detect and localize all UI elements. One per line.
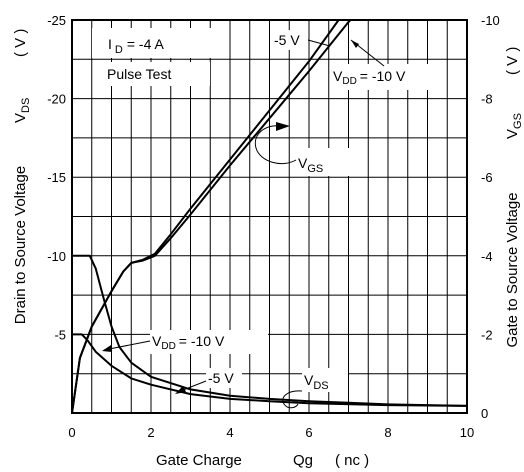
x-tick-label: 8	[384, 425, 391, 440]
pulse-test-label: Pulse Test	[107, 66, 171, 82]
curve-2	[71, 19, 352, 414]
right-tick-label: -6	[481, 170, 493, 185]
right-axis-unit: ( V )	[504, 47, 521, 75]
x-tick-label: 2	[147, 425, 154, 440]
vds-label-box	[302, 368, 348, 392]
minus5-top-box	[272, 30, 308, 50]
minus5-bottom-label: -5 V	[208, 370, 234, 386]
vds-curl-pointer	[282, 390, 303, 409]
vgs-label: VGS	[298, 155, 323, 175]
right-tick-label: 0	[481, 406, 488, 421]
vdd-bottom-box	[150, 330, 268, 354]
id-label-box	[92, 28, 220, 58]
vdd-top-label: VDD = -10 V	[333, 68, 406, 87]
vgs-curl-arrowhead	[276, 122, 290, 131]
minus5-top-pointer	[307, 39, 331, 47]
vdd-top-arrowhead	[351, 40, 359, 48]
right-tick-label: -4	[481, 249, 493, 264]
vdd-bottom-pointer	[103, 340, 151, 351]
x-tick-label: 4	[226, 425, 233, 440]
plot-frame	[71, 19, 468, 414]
left-tick-label: -5	[54, 327, 66, 342]
curves	[71, 19, 468, 414]
right-tick-label: -8	[481, 92, 493, 107]
tick-labels: 0 2 4 6 8 10-25-20-15-10-5-10-8-6-4-20	[47, 13, 500, 440]
x-tick-label: 10	[460, 425, 474, 440]
left-tick-label: -15	[47, 170, 66, 185]
vgs-curl-pointer	[254, 125, 297, 164]
left-axis-label-group: Drain to Source Voltage VDS ( V )	[12, 29, 32, 325]
curve-4	[72, 333, 468, 407]
left-tick-label: -25	[47, 13, 66, 28]
vgs-label-box	[296, 148, 364, 176]
x-tick-label: 0	[68, 425, 75, 440]
vdd-bottom-label: VDD = -10 V	[152, 333, 225, 352]
x-axis-unit: ( nc )	[335, 452, 369, 469]
x-tick-label: 6	[305, 425, 312, 440]
curve-3	[72, 254, 468, 407]
right-tick-label: -10	[481, 13, 500, 28]
vdd-top-box	[330, 64, 438, 90]
left-axis-title: Drain to Source Voltage	[12, 166, 29, 324]
minus5-bottom-arrowhead	[175, 386, 186, 394]
vdd-bottom-arrowhead	[102, 345, 112, 352]
left-tick-label: -10	[47, 249, 66, 264]
left-axis-unit: ( V )	[12, 29, 29, 57]
left-axis-symbol: VDS	[12, 98, 32, 123]
right-axis-label-group: Gate to Source Voltage VGS ( V )	[504, 47, 524, 348]
left-tick-label: -20	[47, 92, 66, 107]
right-tick-label: -2	[481, 327, 493, 342]
right-axis-symbol: VGS	[504, 113, 524, 139]
pulse-label-box	[96, 62, 210, 86]
x-axis-title: Gate Charge	[156, 452, 242, 469]
vds-label: VDS	[304, 372, 329, 392]
id-label: I D = -4 A	[108, 36, 164, 56]
minus5-bottom-box	[206, 368, 242, 388]
x-axis-symbol: Qg	[293, 452, 313, 469]
right-axis-title: Gate to Source Voltage	[504, 192, 521, 347]
minus5-top-label: -5 V	[274, 32, 300, 48]
